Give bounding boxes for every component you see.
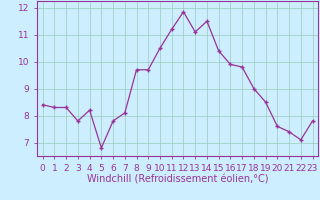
X-axis label: Windchill (Refroidissement éolien,°C): Windchill (Refroidissement éolien,°C) xyxy=(87,174,268,184)
